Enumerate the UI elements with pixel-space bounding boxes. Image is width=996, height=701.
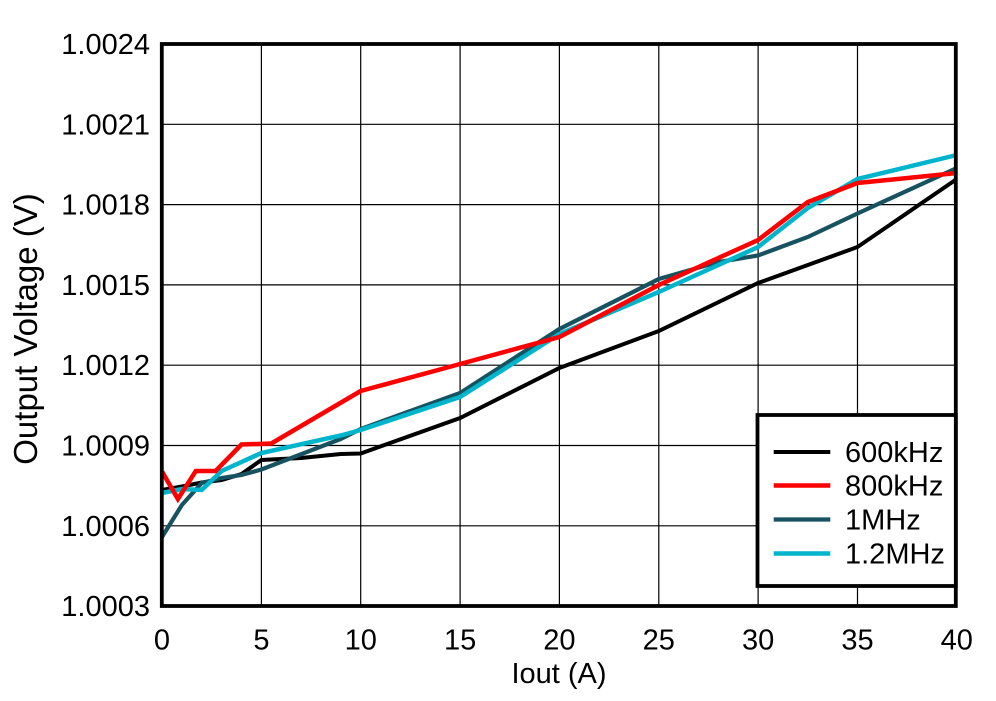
svg-text:40: 40 [941, 625, 973, 657]
svg-text:600kHz: 600kHz [845, 437, 943, 469]
svg-text:1.2MHz: 1.2MHz [845, 539, 945, 571]
svg-text:10: 10 [345, 625, 377, 657]
svg-text:25: 25 [643, 625, 675, 657]
svg-text:5: 5 [253, 625, 269, 657]
svg-text:15: 15 [444, 625, 476, 657]
svg-text:1.0012: 1.0012 [61, 350, 150, 382]
svg-text:1.0009: 1.0009 [61, 431, 150, 463]
svg-text:800kHz: 800kHz [845, 471, 943, 503]
svg-text:1.0024: 1.0024 [61, 29, 150, 61]
svg-text:30: 30 [742, 625, 774, 657]
svg-text:1.0021: 1.0021 [61, 109, 150, 141]
svg-text:1.0003: 1.0003 [61, 591, 150, 623]
svg-text:35: 35 [841, 625, 873, 657]
svg-text:1MHz: 1MHz [845, 505, 921, 537]
svg-text:1.0015: 1.0015 [61, 270, 150, 302]
svg-text:1.0018: 1.0018 [61, 190, 150, 222]
svg-text:0: 0 [154, 625, 170, 657]
svg-text:Output Voltage (V): Output Voltage (V) [7, 193, 44, 465]
svg-text:20: 20 [543, 625, 575, 657]
svg-text:Iout (A): Iout (A) [511, 658, 606, 690]
svg-text:1.0006: 1.0006 [61, 511, 150, 543]
